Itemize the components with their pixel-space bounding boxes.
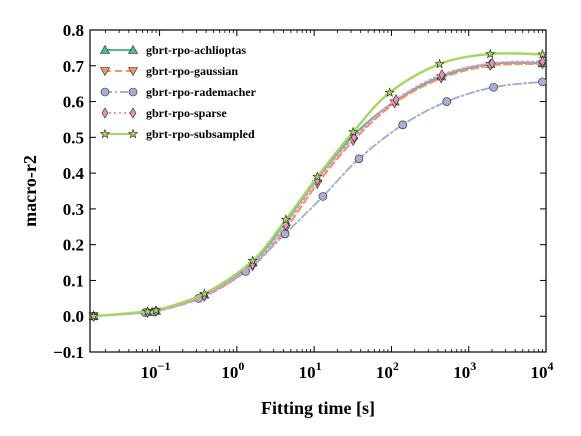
y-tick-label: 0.5: [63, 128, 84, 147]
x-axis: 10−1 100 101 102 103 104: [105, 30, 554, 382]
data-point: [398, 120, 408, 130]
data-point: [127, 128, 139, 139]
x-tick-label: 102: [376, 359, 399, 382]
data-point: [99, 44, 111, 54]
legend-label: gbrt-rpo-rademacher: [146, 85, 257, 99]
data-point: [127, 67, 139, 77]
legend-entry: gbrt-rpo-achlioptas: [99, 43, 246, 57]
y-tick-label: 0.2: [63, 236, 84, 255]
data-point: [128, 87, 138, 97]
data-point: [537, 48, 548, 59]
data-point: [318, 192, 328, 201]
data-point: [280, 214, 291, 224]
x-tick-label: 100: [221, 359, 244, 382]
plot-area: [89, 29, 547, 353]
x-axis-title: Fitting time [s]: [261, 398, 375, 418]
data-point: [348, 126, 359, 137]
y-tick-label: 0.7: [63, 57, 85, 76]
y-tick-label: 0.8: [63, 21, 84, 40]
data-point: [142, 306, 153, 316]
data-point: [88, 310, 99, 321]
data-point: [538, 77, 547, 87]
data-point: [199, 288, 210, 299]
data-point: [312, 171, 323, 182]
legend-entry: gbrt-rpo-gaussian: [99, 64, 238, 78]
data-point: [489, 82, 498, 92]
data-point: [485, 48, 496, 59]
legend: gbrt-rpo-achlioptas gbrt-rpo-gaussian gbrt…: [99, 43, 257, 141]
data-point: [442, 97, 452, 106]
legend-label: gbrt-rpo-sparse: [146, 106, 227, 120]
data-point: [247, 255, 258, 266]
data-point: [434, 58, 445, 69]
series-layer: [88, 48, 548, 322]
y-tick-label: 0.3: [63, 200, 84, 219]
y-tick-label: −0.1: [53, 343, 84, 362]
y-tick-label: 0.4: [63, 164, 85, 183]
y-axis-title: macro-r2: [20, 155, 40, 227]
x-tick-label: 103: [453, 359, 476, 382]
series-gbrt-rpo-subsampled: [88, 48, 548, 321]
y-tick-label: 0.0: [63, 307, 84, 326]
data-point: [127, 44, 139, 54]
legend-label: gbrt-rpo-subsampled: [146, 127, 255, 141]
data-point: [101, 107, 109, 119]
data-point: [488, 57, 496, 69]
legend-label: gbrt-rpo-gaussian: [146, 64, 238, 78]
data-point: [392, 94, 400, 106]
x-tick-label: 104: [531, 359, 554, 382]
x-tick-label: 10−1: [141, 359, 171, 382]
data-point: [99, 67, 111, 77]
data-point: [150, 305, 162, 315]
x-tick-label: 101: [299, 359, 322, 382]
y-axis: −0.1 0.0 0.1 0.2 0.3 0.4 0.5 0.6 0.7 0.8: [53, 21, 546, 362]
data-point: [100, 87, 110, 97]
legend-entry: gbrt-rpo-subsampled: [99, 127, 255, 141]
legend-entry: gbrt-rpo-sparse: [101, 106, 227, 120]
data-point: [280, 229, 290, 239]
y-tick-label: 0.1: [63, 271, 84, 290]
data-point: [438, 69, 446, 81]
data-point: [354, 154, 364, 164]
legend-entry: gbrt-rpo-rademacher: [100, 85, 257, 99]
data-point: [384, 87, 395, 97]
y-tick-label: 0.6: [63, 93, 84, 112]
data-point: [539, 55, 546, 68]
data-point: [129, 107, 137, 119]
legend-label: gbrt-rpo-achlioptas: [146, 43, 246, 57]
data-point: [99, 128, 111, 139]
